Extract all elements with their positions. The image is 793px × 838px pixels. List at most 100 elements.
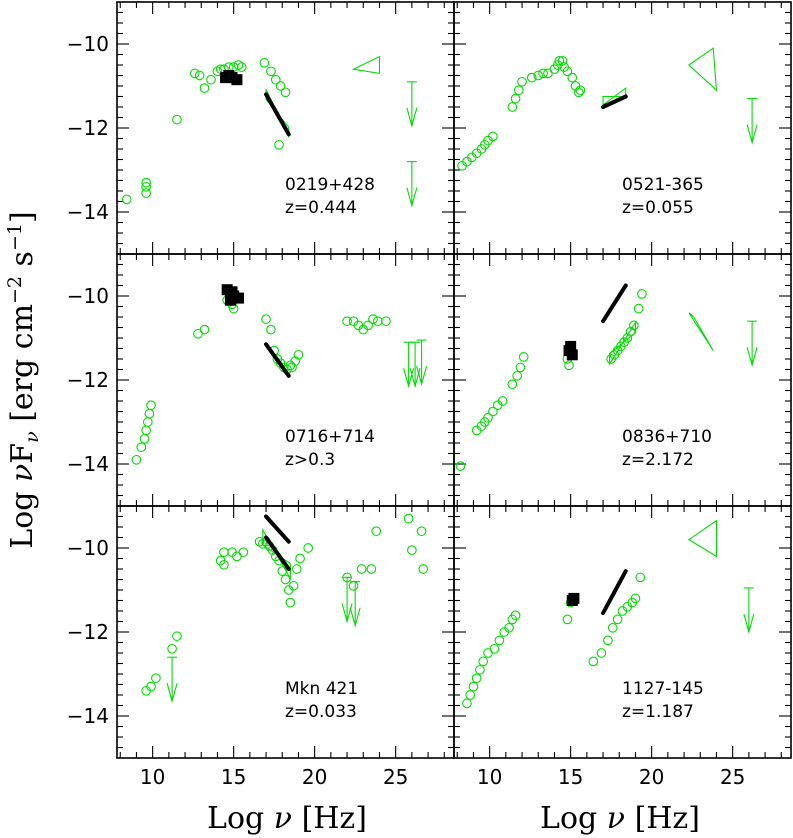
data-point: [517, 76, 527, 87]
upper-limit-arrow: [406, 187, 418, 208]
data-point: [141, 177, 152, 188]
data-point: [141, 188, 152, 198]
data-point: [368, 314, 378, 324]
upper-limit-arrow: [416, 365, 428, 387]
y-tick-label: −12: [67, 368, 109, 392]
data-point: [295, 553, 305, 564]
data-point: [622, 333, 633, 343]
source-redshift: z=0.444: [285, 198, 357, 218]
data-point: [261, 314, 271, 324]
x-tick-label: 10: [477, 765, 502, 789]
data-point: [418, 564, 429, 574]
simultaneous-point: [231, 74, 243, 86]
data-point: [596, 648, 607, 658]
data-point: [507, 379, 518, 390]
panel-frame: [453, 505, 792, 759]
x-tick-label: 10: [140, 765, 165, 789]
data-point: [533, 70, 544, 81]
data-point: [167, 643, 177, 654]
source-redshift: z=1.187: [622, 702, 694, 722]
data-point: [348, 580, 359, 591]
y-tick-label: −10: [67, 32, 109, 56]
data-point: [193, 328, 203, 339]
data-point: [403, 513, 414, 524]
data-point: [462, 698, 472, 709]
source-name: 0716+714: [285, 427, 375, 447]
data-point: [139, 433, 150, 444]
data-point: [293, 349, 304, 360]
data-point: [513, 85, 524, 96]
data-point: [275, 81, 286, 91]
data-point: [303, 543, 314, 553]
panel-grid: −10 −12 −14 0219+428 z=0.444 0521-365 z=0.055 −…: [67, 1, 792, 789]
gamma-ray-bowtie: [351, 55, 381, 75]
gamma-ray-bowtie: [687, 519, 718, 558]
data-point: [121, 194, 132, 205]
x-tick-label: 15: [558, 765, 583, 789]
x-tick-label: 15: [221, 765, 246, 789]
xray-spectrum-line: [264, 92, 291, 137]
source-name: Mkn 421: [285, 679, 358, 699]
data-point: [567, 72, 578, 83]
data-point: [287, 362, 297, 373]
data-point: [468, 681, 479, 692]
data-point: [291, 564, 302, 574]
data-point: [142, 417, 153, 427]
source-name: 0219+428: [285, 175, 375, 195]
data-point: [146, 400, 156, 411]
data-point: [507, 102, 518, 112]
data-point: [494, 635, 505, 646]
data-point: [136, 442, 147, 453]
panel-mkn-421: −10 −12 −14 10 15 20 25 Mkn 421 z=0.033: [67, 505, 455, 789]
data-point: [416, 526, 427, 537]
data-point: [274, 139, 284, 150]
data-point: [564, 360, 574, 371]
data-point: [131, 454, 142, 465]
data-point: [141, 425, 152, 436]
xray-spectrum-line: [264, 342, 291, 378]
y-tick-label: −10: [67, 284, 109, 308]
data-point: [373, 316, 383, 327]
upper-limit-arrow: [746, 124, 758, 145]
data-point: [194, 70, 205, 81]
source-name: 0836+710: [622, 427, 712, 447]
data-point: [562, 614, 573, 625]
source-name: 0521-365: [622, 175, 704, 195]
data-point: [625, 326, 636, 337]
panel-0219+428: −10 −12 −14 0219+428 z=0.444: [67, 1, 455, 255]
upper-limit-arrow: [406, 107, 418, 128]
gamma-ray-bowtie: [688, 312, 714, 351]
data-point: [257, 538, 268, 549]
data-point: [554, 55, 565, 66]
simultaneous-point: [224, 294, 236, 306]
data-point: [259, 58, 270, 68]
source-name: 1127-145: [622, 679, 704, 699]
panel-0716+714: −10 −12 −14 0716+714 z>0.3: [67, 253, 455, 507]
data-point: [526, 72, 537, 83]
y-tick-label: −14: [67, 704, 109, 728]
y-tick-label: −10: [67, 536, 109, 560]
data-point: [266, 66, 276, 77]
data-point: [172, 114, 182, 125]
data-point: [489, 643, 500, 654]
upper-limit-arrow: [349, 607, 361, 628]
simultaneous-point: [233, 292, 245, 304]
data-point: [483, 412, 493, 423]
data-point: [146, 681, 156, 692]
data-point: [510, 610, 521, 621]
data-point: [342, 316, 352, 327]
data-point: [455, 461, 466, 471]
xray-spectrum-line: [264, 535, 291, 571]
x-axis-label-right: Log ν [Hz]: [540, 801, 700, 836]
data-point: [290, 356, 301, 366]
data-point: [366, 564, 377, 574]
xray-spectrum-line: [601, 94, 628, 109]
data-point: [199, 324, 210, 335]
x-tick-label: 25: [383, 765, 408, 789]
data-point: [483, 648, 493, 658]
data-point: [538, 68, 548, 79]
data-point: [254, 536, 265, 547]
data-point: [288, 580, 299, 591]
upper-limit-arrow: [166, 683, 178, 704]
